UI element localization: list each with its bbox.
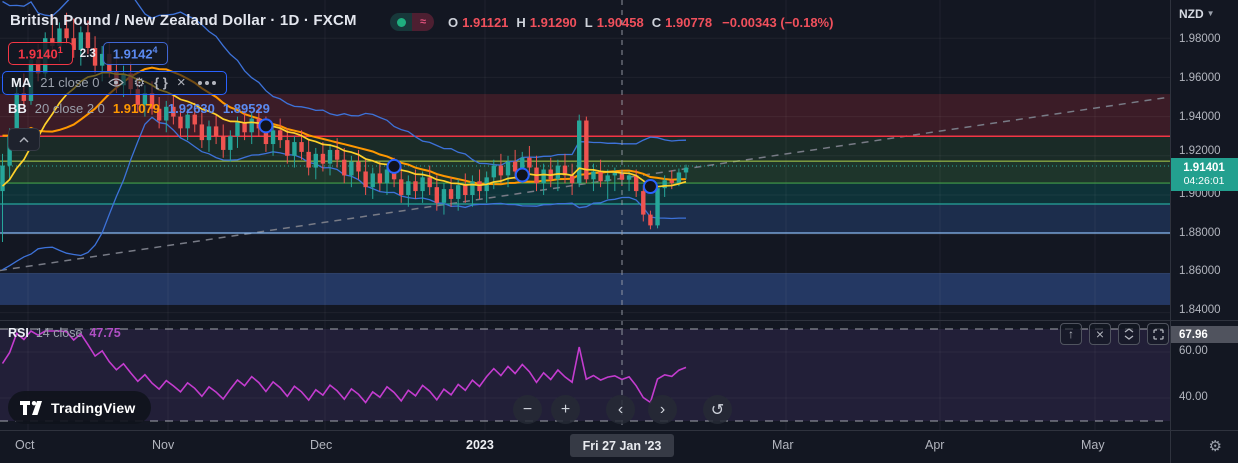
- last-price-badge: 1.91401 04:26:01: [1170, 158, 1238, 191]
- bb-params: 20 close 2 0: [34, 101, 105, 116]
- last-price-value: 1.91401: [1183, 161, 1225, 174]
- price-tick: 1.90000: [1179, 188, 1221, 200]
- time-tick: Apr: [925, 438, 945, 452]
- rsi-tick: 40.00: [1179, 391, 1208, 403]
- symbol-title[interactable]: British Pound / New Zealand Dollar · 1D …: [10, 12, 357, 29]
- time-tick: Mar: [772, 438, 794, 452]
- time-tick: Oct: [15, 438, 35, 452]
- eye-icon[interactable]: [108, 77, 125, 88]
- time-axis[interactable]: Oct Nov Dec 2023 Mar Apr May Fri 27 Jan …: [0, 431, 1238, 463]
- rsi-tick: 60.00: [1179, 345, 1208, 357]
- indicator-row-bb[interactable]: BB 20 close 2 0 1.91079 1.92630 1.89529: [8, 101, 270, 116]
- pane-separator[interactable]: [0, 320, 1238, 321]
- price-tick: 1.96000: [1179, 72, 1221, 84]
- indicator-row-rsi[interactable]: RSI 14 close 47.75: [8, 326, 121, 340]
- price-axis-separator[interactable]: [1170, 0, 1171, 463]
- scroll-left-button[interactable]: ‹: [606, 395, 635, 424]
- price-axis[interactable]: NZD ▼ 1.98000 1.96000 1.94000 1.92000 1.9…: [1170, 0, 1238, 463]
- zoom-out-button[interactable]: −: [513, 395, 542, 424]
- bb-lower-value: 1.89529: [222, 101, 270, 116]
- tradingview-logo[interactable]: TradingView: [8, 391, 152, 424]
- buy-button[interactable]: 1.91424: [102, 42, 168, 66]
- zoom-in-button[interactable]: +: [551, 395, 580, 424]
- market-status-pill[interactable]: ≈: [390, 13, 434, 31]
- bar-countdown: 04:26:01: [1183, 175, 1225, 188]
- market-open-icon: [390, 13, 412, 31]
- axis-currency[interactable]: NZD ▼: [1170, 7, 1238, 21]
- spread-value: 2.3: [79, 47, 96, 60]
- time-tick: Dec: [310, 438, 333, 452]
- price-tick: 1.88000: [1179, 227, 1221, 239]
- axis-settings-gear-icon[interactable]: ⚙: [1208, 438, 1222, 455]
- time-tick-year: 2023: [466, 438, 494, 452]
- sell-button[interactable]: 1.91401: [8, 42, 73, 66]
- rsi-params: 14 close: [35, 326, 83, 340]
- currency-label: NZD: [1179, 7, 1204, 21]
- close-icon[interactable]: ×: [176, 74, 186, 91]
- time-tick: May: [1081, 438, 1105, 452]
- crosshair-date-badge: Fri 27 Jan '23: [570, 434, 674, 457]
- source-code-icon[interactable]: { }: [154, 75, 168, 90]
- chevron-down-icon: ▼: [1206, 9, 1215, 18]
- price-tick: 1.98000: [1179, 33, 1221, 45]
- change-readout: −0.00343 (−0.18%): [722, 15, 834, 30]
- time-tick: Nov: [152, 438, 175, 452]
- bb-upper-value: 1.92630: [167, 101, 215, 116]
- ma-label: MA: [11, 75, 32, 90]
- rsi-label: RSI: [8, 326, 29, 340]
- more-options-icon[interactable]: [195, 80, 216, 85]
- rsi-pane-controls: ↑ ×: [1060, 323, 1169, 345]
- axis-separator: [0, 430, 1238, 431]
- bid-ask-row: 1.91401 2.3 1.91424: [8, 42, 168, 66]
- ma-params: 21 close 0: [40, 75, 100, 90]
- rsi-value: 47.75: [89, 326, 121, 340]
- maximize-pane-button[interactable]: [1147, 323, 1169, 345]
- gear-icon[interactable]: ⚙: [133, 75, 146, 90]
- delayed-data-icon: ≈: [412, 13, 434, 31]
- collapse-pane-button[interactable]: [1118, 323, 1140, 345]
- ohlc-readout: O 1.91121 H 1.91290 L 1.90458 C 1.90778 −0.0…: [448, 15, 834, 30]
- bb-label: BB: [8, 101, 27, 116]
- price-tick: 1.94000: [1179, 111, 1221, 123]
- close-pane-button[interactable]: ×: [1089, 323, 1111, 345]
- price-tick: 1.84000: [1179, 304, 1221, 316]
- price-tick: 1.86000: [1179, 265, 1221, 277]
- rsi-last-value-badge: 67.96: [1170, 326, 1238, 343]
- bb-basis-value: 1.91079: [112, 101, 160, 116]
- reset-chart-button[interactable]: ↺: [703, 395, 732, 424]
- tradingview-logo-icon: [20, 400, 42, 415]
- move-pane-up-button[interactable]: ↑: [1060, 323, 1082, 345]
- price-tick: 1.92000: [1179, 145, 1221, 157]
- scroll-right-button[interactable]: ›: [648, 395, 677, 424]
- legend-collapse-button[interactable]: [8, 128, 40, 151]
- tradingview-logo-text: TradingView: [51, 399, 136, 416]
- indicator-row-ma[interactable]: MA 21 close 0 ⚙ { } ×: [2, 71, 227, 95]
